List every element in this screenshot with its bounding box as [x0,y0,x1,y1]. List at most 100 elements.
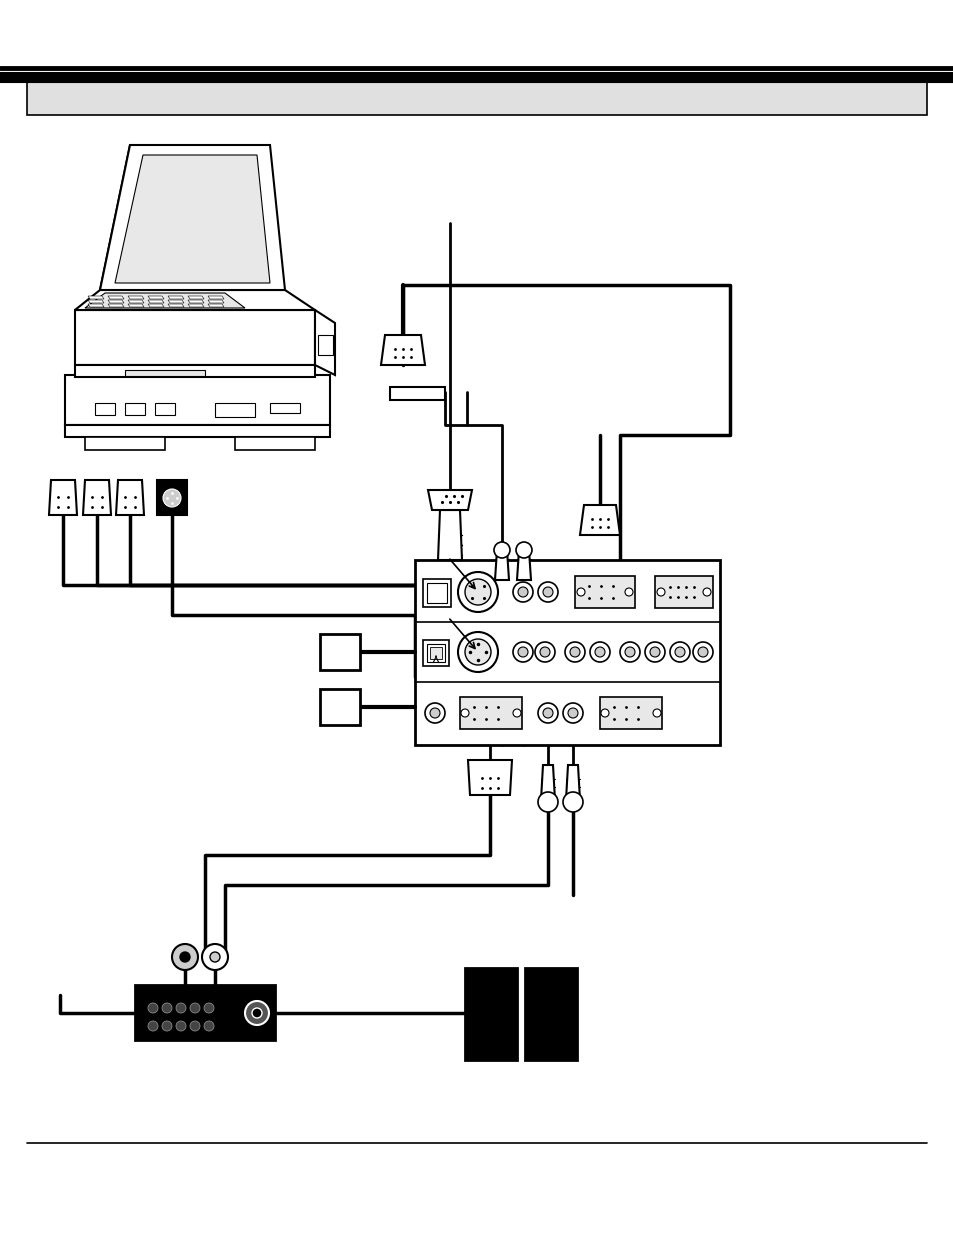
Circle shape [172,944,198,969]
Polygon shape [88,296,104,299]
Circle shape [210,952,220,962]
Circle shape [562,792,582,811]
Circle shape [624,647,635,657]
Polygon shape [148,304,164,308]
Circle shape [657,588,664,597]
Circle shape [180,952,190,962]
Circle shape [494,542,510,558]
Polygon shape [83,480,111,515]
Circle shape [562,703,582,722]
Circle shape [567,708,578,718]
Bar [214,403,254,417]
Polygon shape [115,156,270,283]
Circle shape [457,632,497,672]
Polygon shape [49,480,77,515]
Circle shape [542,708,553,718]
Polygon shape [208,300,224,303]
Polygon shape [319,634,359,671]
Circle shape [542,587,553,597]
Bar [459,697,521,729]
Polygon shape [428,490,472,510]
Bar [135,986,274,1040]
Polygon shape [88,300,104,303]
Polygon shape [128,304,144,308]
Circle shape [595,647,604,657]
Polygon shape [168,304,184,308]
Circle shape [457,572,497,613]
Polygon shape [116,480,144,515]
Circle shape [204,1021,213,1031]
Bar [427,643,444,662]
Circle shape [649,647,659,657]
Circle shape [513,582,533,601]
Polygon shape [517,550,531,580]
Polygon shape [75,310,314,366]
Circle shape [202,944,228,969]
Circle shape [624,588,633,597]
Polygon shape [437,510,461,559]
Polygon shape [319,689,359,725]
Circle shape [537,582,558,601]
Circle shape [162,1021,172,1031]
Circle shape [669,642,689,662]
Bar [655,576,712,608]
Circle shape [589,642,609,662]
Bar [415,559,720,745]
Polygon shape [108,304,124,308]
Polygon shape [390,387,444,400]
Polygon shape [148,300,164,303]
Bar [422,640,449,666]
Circle shape [175,1003,186,1013]
Circle shape [190,1021,200,1031]
Circle shape [535,642,555,662]
Polygon shape [565,764,579,800]
Circle shape [569,647,579,657]
Circle shape [577,588,584,597]
Polygon shape [495,550,509,580]
Polygon shape [168,300,184,303]
Circle shape [190,1003,200,1013]
Bar [95,403,115,415]
Bar [125,403,145,415]
Circle shape [513,709,520,718]
Circle shape [564,642,584,662]
Circle shape [424,703,444,722]
Polygon shape [208,296,224,299]
Bar [430,647,441,659]
Polygon shape [88,304,104,308]
Circle shape [537,703,558,722]
Bar [427,583,447,603]
Circle shape [163,489,181,508]
Polygon shape [108,300,124,303]
Polygon shape [65,375,330,425]
Circle shape [464,579,491,605]
Polygon shape [540,764,555,800]
Circle shape [175,1021,186,1031]
Bar [270,403,299,412]
Polygon shape [188,300,204,303]
Bar [317,335,333,354]
Circle shape [652,709,660,718]
Circle shape [148,1021,158,1031]
Circle shape [162,1003,172,1013]
Circle shape [537,792,558,811]
Bar [27,77,926,115]
Circle shape [204,1003,213,1013]
Polygon shape [75,366,314,377]
Circle shape [675,647,684,657]
Polygon shape [100,144,285,290]
Circle shape [600,709,608,718]
Circle shape [460,709,469,718]
Circle shape [517,647,527,657]
Circle shape [539,647,550,657]
Polygon shape [65,425,330,437]
Polygon shape [85,437,165,450]
Polygon shape [468,760,512,795]
Polygon shape [314,310,335,375]
Polygon shape [75,290,314,310]
Circle shape [644,642,664,662]
Bar [422,579,451,606]
Polygon shape [579,505,619,535]
Polygon shape [168,296,184,299]
Polygon shape [188,304,204,308]
